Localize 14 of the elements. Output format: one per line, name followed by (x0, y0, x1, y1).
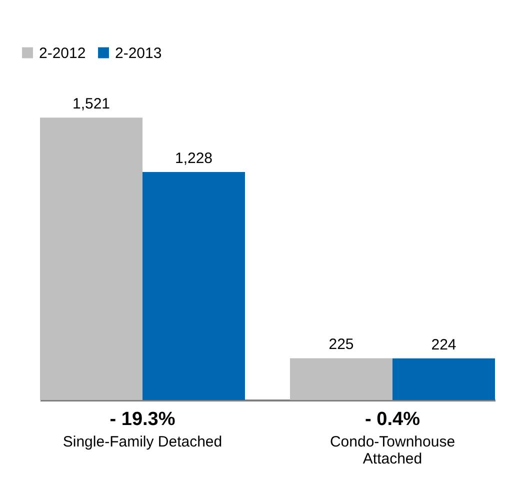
bar (142, 172, 245, 400)
data-label: 225 (328, 336, 354, 354)
data-label: 1,228 (174, 150, 213, 167)
text: - 0.4% (365, 409, 420, 430)
x-tick-label: Condo-Townhouse Attached (330, 434, 456, 468)
data-label: 1,521 (72, 96, 110, 113)
bar (392, 358, 495, 400)
legend-label: 2-2013 (115, 44, 162, 62)
x-tick-label: Single-Family Detached (62, 434, 222, 450)
bar (290, 358, 392, 400)
bar (40, 118, 142, 400)
legend-label: 2-2012 (39, 44, 86, 62)
text: - 19.3% (110, 409, 176, 430)
data-label: 224 (431, 336, 456, 354)
